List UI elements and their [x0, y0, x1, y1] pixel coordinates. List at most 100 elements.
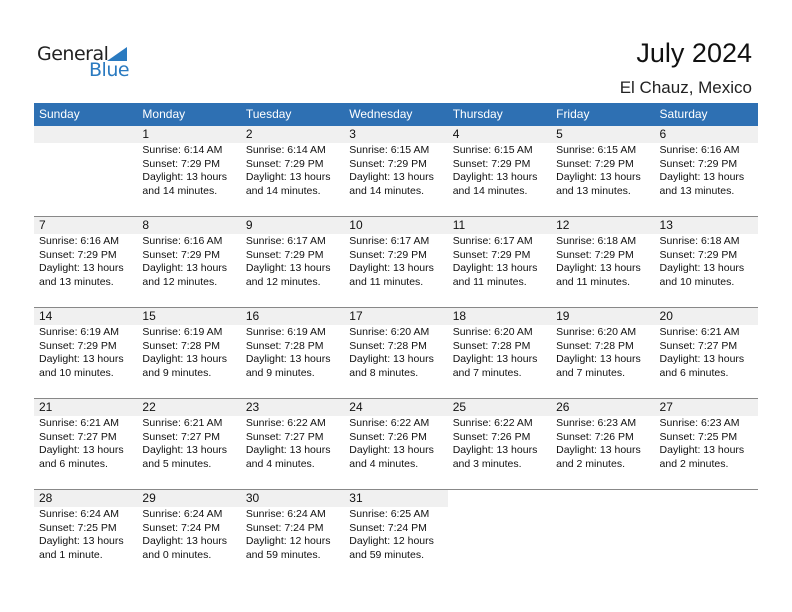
day-daylight1: Daylight: 13 hours: [659, 171, 745, 183]
day-cell: 2 Sunrise: 6:14 AM Sunset: 7:29 PM Daylight…: [240, 126, 345, 216]
day-daylight1: Daylight: 13 hours: [39, 262, 124, 274]
day-number: 2: [240, 126, 345, 143]
day-info: Sunrise: 6:21 AM Sunset: 7:27 PM Daylight:…: [34, 416, 137, 471]
day-sunset: Sunset: 7:29 PM: [349, 248, 427, 261]
day-sunset: Sunset: 7:28 PM: [556, 339, 634, 352]
day-daylight1: Daylight: 13 hours: [452, 171, 538, 183]
week-row: 21 Sunrise: 6:21 AM Sunset: 7:27 PM Dayligh…: [34, 398, 758, 489]
day-daylight2: and 9 minutes.: [245, 366, 315, 379]
day-cell: 19 Sunrise: 6:20 AM Sunset: 7:28 PM Dayligh…: [551, 308, 655, 398]
day-number: 8: [137, 217, 241, 234]
day-cell: 4 Sunrise: 6:15 AM Sunset: 7:29 PM Daylight…: [447, 126, 552, 216]
day-daylight1: Daylight: 13 hours: [659, 444, 745, 456]
day-number: 29: [137, 490, 241, 507]
day-daylight2: and 7 minutes.: [452, 366, 522, 379]
day-info: Sunrise: 6:25 AM Sunset: 7:24 PM Daylight:…: [344, 507, 447, 562]
day-daylight2: and 3 minutes.: [452, 457, 522, 470]
day-cell: 9 Sunrise: 6:17 AM Sunset: 7:29 PM Daylight…: [240, 217, 345, 307]
day-daylight1: Daylight: 13 hours: [659, 262, 745, 274]
calendar-weeks: 1 Sunrise: 6:14 AM Sunset: 7:29 PM Daylight…: [34, 126, 758, 580]
day-number: 7: [34, 217, 138, 234]
day-number: 24: [344, 399, 448, 416]
weekday-header-friday: Friday: [556, 107, 590, 121]
day-sunrise: Sunrise: 6:17 AM: [245, 235, 326, 247]
day-number: 15: [137, 308, 241, 325]
day-daylight1: Daylight: 13 hours: [142, 353, 228, 365]
day-info: Sunrise: 6:23 AM Sunset: 7:26 PM Daylight:…: [551, 416, 654, 471]
day-cell: 17 Sunrise: 6:20 AM Sunset: 7:28 PM Dayligh…: [344, 308, 448, 398]
day-sunset: Sunset: 7:29 PM: [39, 248, 117, 261]
day-sunrise: Sunrise: 6:16 AM: [142, 235, 223, 247]
day-info: Sunrise: 6:19 AM Sunset: 7:28 PM Daylight:…: [137, 325, 240, 380]
day-info: Sunrise: 6:24 AM Sunset: 7:24 PM Daylight:…: [137, 507, 240, 562]
day-cell: 6 Sunrise: 6:16 AM Sunset: 7:29 PM Daylight…: [654, 126, 758, 216]
day-sunrise: Sunrise: 6:18 AM: [556, 235, 637, 247]
day-sunrise: Sunrise: 6:14 AM: [245, 144, 326, 156]
day-daylight2: and 59 minutes.: [245, 548, 321, 561]
weekday-header-tuesday: Tuesday: [245, 107, 292, 121]
day-daylight1: Daylight: 13 hours: [39, 353, 124, 365]
day-info: Sunrise: 6:18 AM Sunset: 7:29 PM Daylight:…: [551, 234, 654, 289]
day-daylight1: Daylight: 13 hours: [556, 171, 641, 183]
day-daylight2: and 2 minutes.: [659, 457, 729, 470]
day-info: Sunrise: 6:19 AM Sunset: 7:28 PM Daylight:…: [241, 325, 344, 380]
day-info: Sunrise: 6:21 AM Sunset: 7:27 PM Daylight:…: [137, 416, 240, 471]
day-number: 28: [34, 490, 138, 507]
day-cell: 20 Sunrise: 6:21 AM Sunset: 7:27 PM Dayligh…: [654, 308, 758, 398]
day-info: Sunrise: 6:22 AM Sunset: 7:26 PM Daylight:…: [448, 416, 551, 471]
logo-triangle-icon: [107, 47, 127, 61]
day-sunrise: Sunrise: 6:24 AM: [245, 508, 326, 520]
day-sunrise: Sunrise: 6:23 AM: [659, 417, 740, 429]
day-daylight1: Daylight: 13 hours: [349, 353, 434, 365]
week-row: 1 Sunrise: 6:14 AM Sunset: 7:29 PM Daylight…: [34, 126, 758, 216]
day-daylight1: Daylight: 13 hours: [556, 444, 641, 456]
day-daylight1: Daylight: 13 hours: [142, 444, 228, 456]
day-daylight2: and 1 minute.: [39, 548, 103, 561]
day-daylight2: and 12 minutes.: [245, 275, 321, 288]
day-cell: 14 Sunrise: 6:19 AM Sunset: 7:29 PM Dayligh…: [34, 308, 138, 398]
day-cell: 26 Sunrise: 6:23 AM Sunset: 7:26 PM Dayligh…: [551, 399, 655, 489]
day-daylight2: and 0 minutes.: [142, 548, 212, 561]
day-info: Sunrise: 6:17 AM Sunset: 7:29 PM Daylight:…: [241, 234, 344, 289]
day-sunset: Sunset: 7:29 PM: [659, 157, 738, 170]
day-info: Sunrise: 6:17 AM Sunset: 7:29 PM Daylight:…: [344, 234, 447, 289]
day-number: 17: [344, 308, 448, 325]
day-sunrise: Sunrise: 6:19 AM: [142, 326, 223, 338]
day-sunset: Sunset: 7:27 PM: [659, 339, 738, 352]
day-cell: 8 Sunrise: 6:16 AM Sunset: 7:29 PM Daylight…: [137, 217, 241, 307]
day-sunset: Sunset: 7:24 PM: [349, 521, 427, 534]
day-daylight2: and 11 minutes.: [452, 275, 527, 288]
day-info: Sunrise: 6:21 AM Sunset: 7:27 PM Daylight:…: [655, 325, 758, 380]
day-number: 10: [344, 217, 448, 234]
day-info: Sunrise: 6:17 AM Sunset: 7:29 PM Daylight:…: [448, 234, 551, 289]
day-info: Sunrise: 6:18 AM Sunset: 7:29 PM Daylight:…: [655, 234, 758, 289]
day-daylight2: and 10 minutes.: [39, 366, 114, 379]
day-sunset: Sunset: 7:26 PM: [452, 430, 531, 443]
day-info: Sunrise: 6:24 AM Sunset: 7:25 PM Daylight:…: [34, 507, 137, 562]
day-cell: 10 Sunrise: 6:17 AM Sunset: 7:29 PM Dayligh…: [344, 217, 448, 307]
week-row: 7 Sunrise: 6:16 AM Sunset: 7:29 PM Daylight…: [34, 216, 758, 307]
day-sunrise: Sunrise: 6:19 AM: [245, 326, 326, 338]
day-info: Sunrise: 6:15 AM Sunset: 7:29 PM Daylight:…: [448, 143, 551, 198]
day-daylight2: and 2 minutes.: [556, 457, 625, 470]
day-sunset: Sunset: 7:29 PM: [349, 157, 427, 170]
day-daylight1: Daylight: 13 hours: [452, 262, 538, 274]
day-number: 9: [240, 217, 345, 234]
day-number: 6: [654, 126, 758, 143]
day-info: Sunrise: 6:14 AM Sunset: 7:29 PM Daylight:…: [241, 143, 344, 198]
day-daylight1: Daylight: 13 hours: [245, 444, 331, 456]
day-sunset: Sunset: 7:29 PM: [556, 157, 634, 170]
day-info: Sunrise: 6:16 AM Sunset: 7:29 PM Daylight:…: [655, 143, 758, 198]
day-sunset: Sunset: 7:28 PM: [349, 339, 427, 352]
day-sunrise: Sunrise: 6:15 AM: [556, 144, 637, 156]
day-sunrise: Sunrise: 6:23 AM: [556, 417, 637, 429]
day-daylight1: Daylight: 13 hours: [245, 171, 331, 183]
day-info: Sunrise: 6:23 AM Sunset: 7:25 PM Daylight:…: [655, 416, 758, 471]
day-number: 27: [654, 399, 758, 416]
day-info: Sunrise: 6:20 AM Sunset: 7:28 PM Daylight:…: [551, 325, 654, 380]
day-daylight2: and 14 minutes.: [349, 184, 424, 197]
day-sunrise: Sunrise: 6:21 AM: [142, 417, 223, 429]
day-sunrise: Sunrise: 6:14 AM: [142, 144, 223, 156]
day-info: Sunrise: 6:20 AM Sunset: 7:28 PM Daylight:…: [344, 325, 447, 380]
day-daylight1: Daylight: 13 hours: [39, 535, 124, 547]
